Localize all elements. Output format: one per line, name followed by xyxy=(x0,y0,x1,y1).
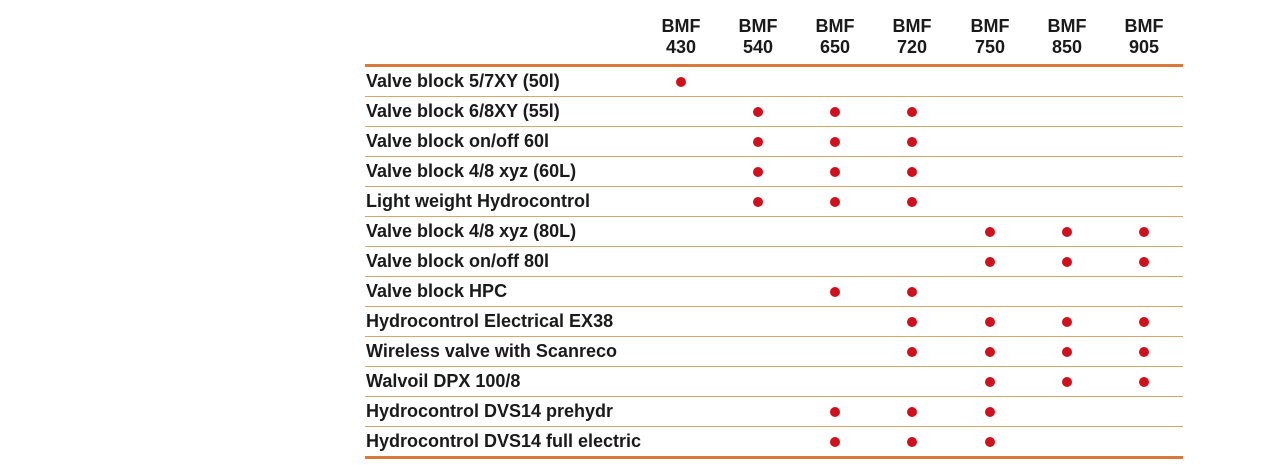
row-label: Hydrocontrol Electrical EX38 xyxy=(366,311,614,331)
column-header: BMF 850 xyxy=(1037,16,1097,58)
row-label: Light weight Hydrocontrol xyxy=(366,191,590,211)
availability-dot-icon xyxy=(907,167,917,177)
availability-dot-icon xyxy=(1139,227,1149,237)
column-header-number: 850 xyxy=(1051,37,1083,57)
table-row: Valve block 4/8 xyz (60L) xyxy=(365,157,1183,187)
availability-dot-icon xyxy=(985,257,995,267)
column-header-model: BMF xyxy=(661,16,701,36)
column-header-model: BMF xyxy=(1124,16,1164,36)
availability-dot-icon xyxy=(1139,317,1149,327)
column-header-model: BMF xyxy=(1047,16,1087,36)
availability-dot-icon xyxy=(1062,317,1072,327)
table-row: Hydrocontrol DVS14 full electric xyxy=(365,427,1183,459)
table-body: Valve block 5/7XY (50l) Valve block 6/8XY… xyxy=(365,67,1183,459)
row-label: Valve block 6/8XY (55l) xyxy=(366,101,560,121)
table-row: Valve block on/off 80l xyxy=(365,247,1183,277)
row-label: Valve block 4/8 xyz (60L) xyxy=(366,161,577,181)
table-row: Valve block 5/7XY (50l) xyxy=(365,67,1183,97)
availability-dot-icon xyxy=(753,107,763,117)
availability-dot-icon xyxy=(1062,257,1072,267)
table-row: Valve block 4/8 xyz (80L) xyxy=(365,217,1183,247)
availability-dot-icon xyxy=(907,287,917,297)
column-header-number: 540 xyxy=(742,37,774,57)
availability-dot-icon xyxy=(1062,227,1072,237)
availability-dot-icon xyxy=(1139,377,1149,387)
availability-dot-icon xyxy=(1139,347,1149,357)
column-header: BMF 540 xyxy=(728,16,788,58)
row-label: Valve block 4/8 xyz (80L) xyxy=(366,221,577,241)
column-header-number: 720 xyxy=(896,37,928,57)
availability-dot-icon xyxy=(985,377,995,387)
column-header-number: 650 xyxy=(819,37,851,57)
column-header-number: 750 xyxy=(974,37,1006,57)
compatibility-table: BMF 430 BMF 540 BMF 650 BMF 720 BMF 750 BMF 850 BMF 9… xyxy=(365,16,1183,459)
availability-dot-icon xyxy=(830,407,840,417)
table-row: Hydrocontrol Electrical EX38 xyxy=(365,307,1183,337)
table-row: Valve block 6/8XY (55l) xyxy=(365,97,1183,127)
column-header: BMF 650 xyxy=(805,16,865,58)
availability-dot-icon xyxy=(907,137,917,147)
availability-dot-icon xyxy=(1062,347,1072,357)
column-header-number: 430 xyxy=(665,37,697,57)
availability-dot-icon xyxy=(830,137,840,147)
table-header: BMF 430 BMF 540 BMF 650 BMF 720 BMF 750 BMF 850 BMF 9… xyxy=(365,16,1183,67)
availability-dot-icon xyxy=(830,107,840,117)
table-row: Valve block HPC xyxy=(365,277,1183,307)
availability-dot-icon xyxy=(1062,377,1072,387)
column-header: BMF 430 xyxy=(651,16,711,58)
table-row: Hydrocontrol DVS14 prehydr xyxy=(365,397,1183,427)
availability-dot-icon xyxy=(753,167,763,177)
column-header-model: BMF xyxy=(970,16,1010,36)
column-header-model: BMF xyxy=(815,16,855,36)
row-label: Valve block on/off 80l xyxy=(366,251,550,271)
availability-dot-icon xyxy=(985,317,995,327)
availability-dot-icon xyxy=(907,197,917,207)
table-row: Walvoil DPX 100/8 xyxy=(365,367,1183,397)
column-header-model: BMF xyxy=(892,16,932,36)
availability-dot-icon xyxy=(830,287,840,297)
column-header-model: BMF xyxy=(738,16,778,36)
availability-dot-icon xyxy=(907,437,917,447)
row-label: Hydrocontrol DVS14 full electric xyxy=(366,431,642,451)
availability-dot-icon xyxy=(907,407,917,417)
row-label: Valve block HPC xyxy=(366,281,508,301)
row-label: Wireless valve with Scanreco xyxy=(366,341,617,361)
table-row: Wireless valve with Scanreco xyxy=(365,337,1183,367)
availability-dot-icon xyxy=(753,197,763,207)
availability-dot-icon xyxy=(676,77,686,87)
availability-dot-icon xyxy=(907,317,917,327)
column-header: BMF 905 xyxy=(1114,16,1174,58)
availability-dot-icon xyxy=(830,197,840,207)
row-label: Valve block 5/7XY (50l) xyxy=(366,71,560,91)
availability-dot-icon xyxy=(830,437,840,447)
availability-dot-icon xyxy=(907,347,917,357)
availability-dot-icon xyxy=(1139,257,1149,267)
availability-dot-icon xyxy=(985,227,995,237)
availability-dot-icon xyxy=(753,137,763,147)
column-header: BMF 720 xyxy=(882,16,942,58)
row-label: Valve block on/off 60l xyxy=(366,131,550,151)
column-header-number: 905 xyxy=(1128,37,1160,57)
availability-dot-icon xyxy=(985,437,995,447)
availability-dot-icon xyxy=(830,167,840,177)
row-label: Hydrocontrol DVS14 prehydr xyxy=(366,401,614,421)
availability-dot-icon xyxy=(985,347,995,357)
table-row: Valve block on/off 60l xyxy=(365,127,1183,157)
column-header: BMF 750 xyxy=(960,16,1020,58)
row-label: Walvoil DPX 100/8 xyxy=(366,371,521,391)
table-row: Light weight Hydrocontrol xyxy=(365,187,1183,217)
availability-dot-icon xyxy=(985,407,995,417)
availability-dot-icon xyxy=(907,107,917,117)
